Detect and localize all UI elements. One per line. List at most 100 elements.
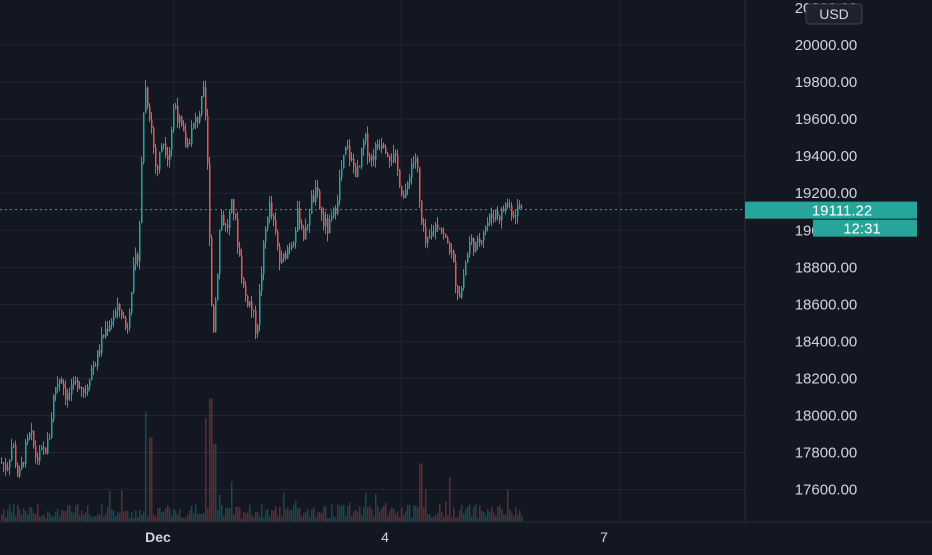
volume-bar <box>231 481 233 522</box>
candle <box>115 307 117 318</box>
candle <box>371 153 373 167</box>
volume-bar <box>35 514 37 522</box>
candle-body <box>93 365 95 368</box>
candle-body <box>149 106 151 120</box>
volume-bar <box>329 517 331 522</box>
volume-bar <box>271 510 273 522</box>
candle <box>445 233 447 238</box>
candle-body <box>453 250 455 263</box>
candle <box>135 247 137 271</box>
candle <box>131 291 133 316</box>
candle-body <box>25 441 27 465</box>
candle-body <box>157 166 159 170</box>
candle <box>27 433 29 446</box>
volume-bar <box>351 515 353 522</box>
candle-body <box>97 350 99 367</box>
candle-body <box>469 242 471 255</box>
volume-bar <box>509 509 511 522</box>
candle-body <box>5 464 7 471</box>
candle <box>73 376 75 390</box>
candle-body <box>301 223 303 229</box>
volume-bar <box>11 512 13 522</box>
candle <box>467 252 469 264</box>
candle-body <box>363 140 365 149</box>
volume-bar <box>315 517 317 522</box>
candle-body <box>193 122 195 129</box>
candle <box>241 249 243 284</box>
candle <box>389 154 391 169</box>
volume-bar <box>421 463 423 522</box>
volume-bar <box>89 514 91 522</box>
candle <box>505 202 507 215</box>
time-tick-4: 4 <box>381 529 389 545</box>
candle-body <box>427 237 429 243</box>
candle-body <box>293 242 295 246</box>
candle <box>503 205 505 213</box>
candle-body <box>399 169 401 187</box>
candle-body <box>389 156 391 162</box>
time-axis[interactable] <box>0 522 932 550</box>
volume-bar <box>343 504 345 522</box>
candle <box>7 461 9 472</box>
candle-body <box>505 203 507 212</box>
candle <box>407 181 409 196</box>
volume-bar <box>277 515 279 522</box>
volume-bar <box>235 506 237 522</box>
candle <box>435 221 437 240</box>
candle <box>13 442 15 449</box>
candle-body <box>163 143 165 146</box>
candle-body <box>137 254 139 262</box>
volume-bar <box>43 514 45 522</box>
volume-bar <box>327 517 329 522</box>
candle-body <box>463 275 465 289</box>
candle-body <box>255 310 257 334</box>
price-tick-7: 18600.00 <box>795 296 858 313</box>
volume-bar <box>505 514 507 522</box>
candle <box>25 439 27 468</box>
candle <box>259 284 261 332</box>
volume-bar <box>181 517 183 522</box>
candle <box>409 174 411 190</box>
candle-body <box>459 293 461 298</box>
candle-body <box>513 215 515 217</box>
volume-bar <box>501 508 503 522</box>
candle <box>405 183 407 198</box>
candle-body <box>173 108 175 130</box>
candle <box>365 132 367 145</box>
volume-bar <box>21 514 23 522</box>
candle <box>497 206 499 221</box>
price-axis[interactable] <box>745 0 932 522</box>
candle <box>197 116 199 128</box>
volume-bar <box>321 513 323 522</box>
volume-bar <box>395 513 397 522</box>
candle <box>209 156 211 247</box>
volume-bar <box>275 506 277 522</box>
last-price-value: 19111.22 <box>812 203 872 220</box>
candle <box>251 295 253 318</box>
volume-bar <box>489 511 491 522</box>
candle-body <box>401 186 403 195</box>
candle <box>159 151 161 174</box>
candle-body <box>167 154 169 161</box>
volume-bar <box>219 494 221 522</box>
candle-body <box>481 240 483 243</box>
candle <box>223 210 225 226</box>
volume-bar <box>59 516 61 522</box>
volume-bar <box>211 398 213 522</box>
candle <box>57 376 59 393</box>
volume-bar <box>193 513 195 522</box>
candle-body <box>151 119 153 129</box>
candle <box>29 431 31 440</box>
volume-bar <box>427 514 429 522</box>
candle-body <box>111 321 113 326</box>
volume-bar <box>399 517 401 522</box>
candle <box>187 137 189 149</box>
candle-body <box>47 439 49 454</box>
volume-bar <box>85 512 87 522</box>
currency-badge[interactable]: USD <box>805 3 863 25</box>
candle-body <box>131 292 133 313</box>
candle <box>103 334 105 339</box>
volume-bar <box>79 515 81 522</box>
